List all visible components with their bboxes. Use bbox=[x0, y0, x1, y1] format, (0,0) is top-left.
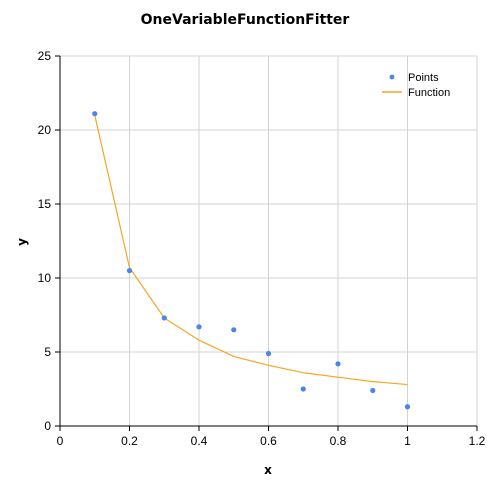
x-tick-label: 0.8 bbox=[330, 434, 347, 448]
x-tick-label: 1 bbox=[404, 434, 411, 448]
x-axis-title: x bbox=[264, 463, 272, 477]
axes bbox=[55, 55, 478, 431]
series-layer bbox=[92, 111, 411, 410]
data-point bbox=[126, 268, 133, 274]
legend-label: Points bbox=[408, 72, 439, 84]
data-point bbox=[335, 361, 341, 367]
data-point bbox=[196, 324, 202, 330]
data-point bbox=[92, 111, 98, 117]
chart-title: OneVariableFunctionFitter bbox=[140, 12, 350, 28]
y-tick-label: 20 bbox=[38, 123, 52, 137]
function-curve bbox=[94, 115, 408, 386]
y-tick-label: 25 bbox=[38, 49, 52, 63]
y-tick-label: 15 bbox=[38, 197, 52, 211]
tick-labels: 0 0.2 0.4 0.6 0.8 1 1.2 0 5 10 15 20 25 bbox=[38, 49, 486, 448]
x-tick-label: 1.2 bbox=[469, 434, 486, 448]
y-axis-title: y bbox=[15, 238, 29, 246]
legend-points-marker bbox=[389, 74, 395, 80]
y-tick-label: 5 bbox=[44, 345, 51, 359]
y-tick-label: 0 bbox=[44, 419, 51, 433]
data-point bbox=[404, 404, 411, 410]
x-tick-label: 0.2 bbox=[121, 434, 138, 448]
x-tick-label: 0 bbox=[57, 434, 64, 448]
data-point bbox=[370, 387, 376, 394]
legend: Points Function bbox=[382, 72, 450, 99]
data-point bbox=[231, 327, 237, 333]
data-point bbox=[161, 315, 167, 321]
x-tick-label: 0.6 bbox=[260, 434, 277, 448]
data-point bbox=[265, 350, 272, 357]
grid bbox=[59, 55, 478, 427]
data-point bbox=[300, 386, 306, 392]
x-tick-label: 0.4 bbox=[191, 434, 208, 448]
legend-label: Function bbox=[408, 87, 450, 99]
y-tick-label: 10 bbox=[38, 271, 52, 285]
